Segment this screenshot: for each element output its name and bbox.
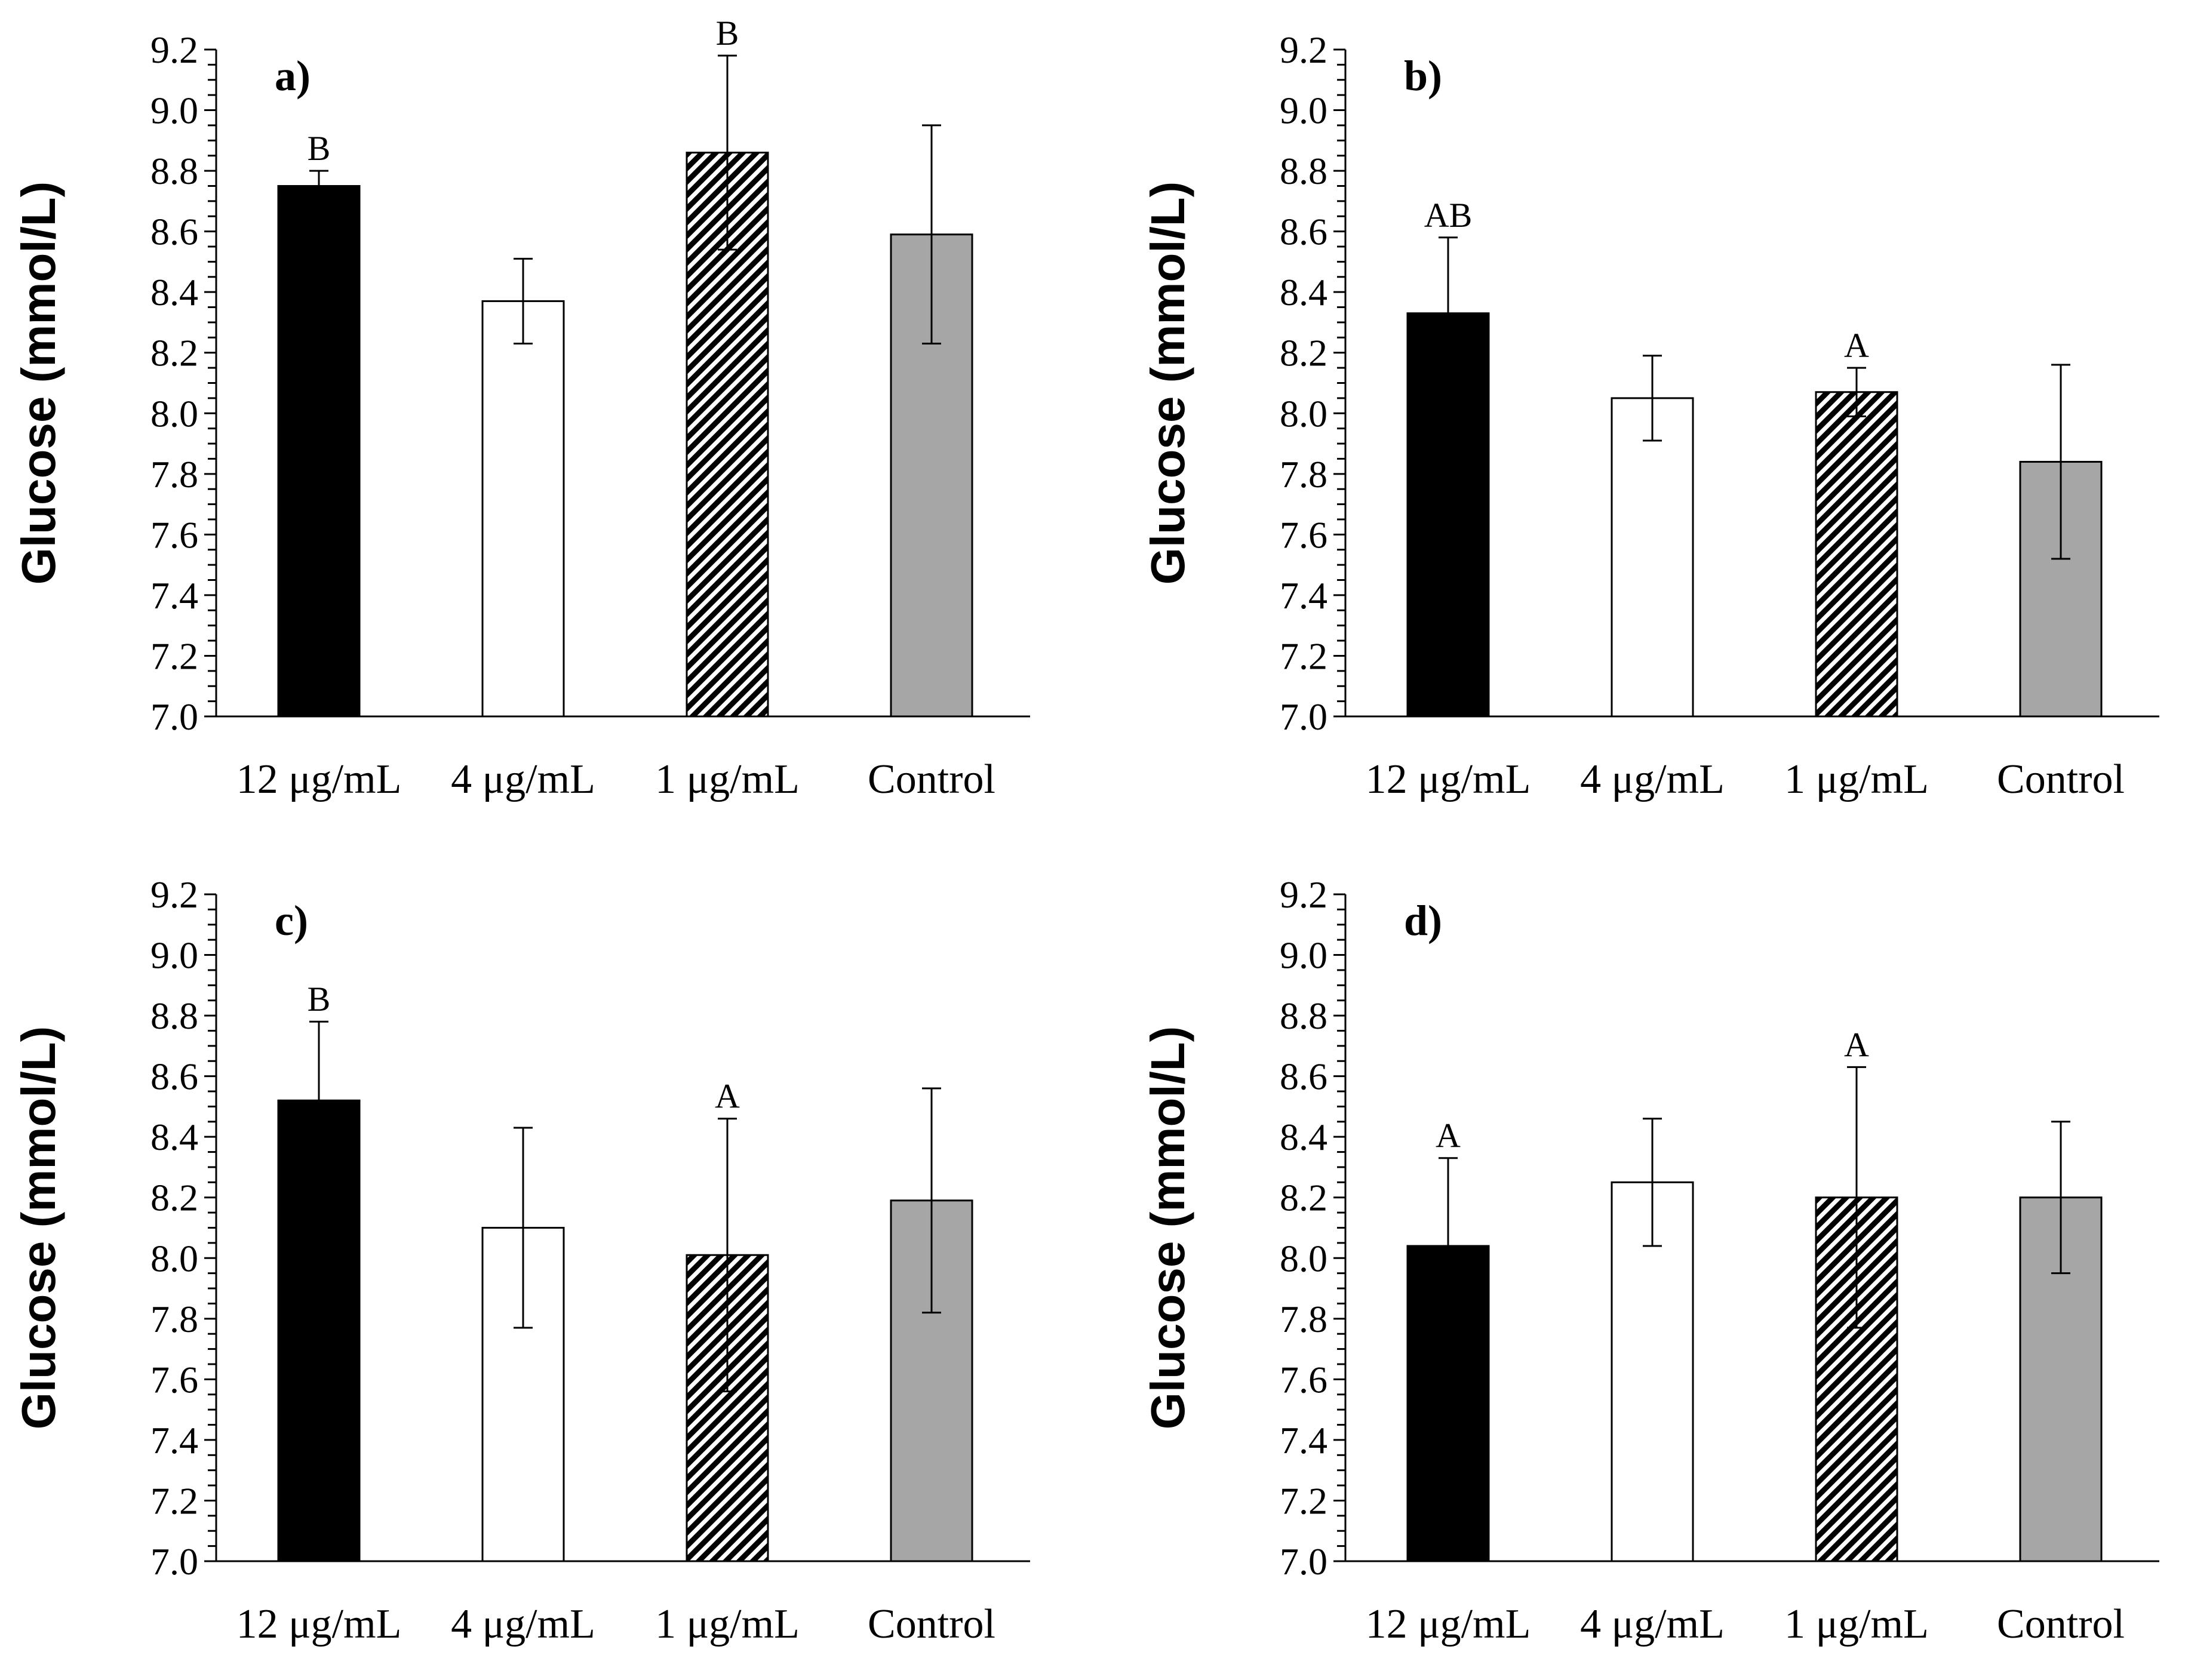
x-category-label: 4 μg/mL bbox=[451, 756, 595, 802]
y-axis-title: Glucose (mmol/L) bbox=[12, 1026, 65, 1430]
x-category-label: Control bbox=[868, 756, 995, 802]
significance-label: B bbox=[716, 14, 739, 53]
y-tick-label: 7.6 bbox=[150, 1358, 198, 1401]
y-tick-label: 8.4 bbox=[1280, 271, 1327, 313]
x-category-label: 12 μg/mL bbox=[1366, 756, 1531, 802]
panel-a: 7.0 7.2 7.4 7.6 7.8 8.0 8.2 8.4 8.6 8.8 9.0 9.2 Gluc… bbox=[12, 14, 1030, 802]
bar-1 bbox=[277, 184, 361, 718]
y-tick-label: 8.4 bbox=[150, 1116, 198, 1158]
panel-b: 7.0 7.2 7.4 7.6 7.8 8.0 8.2 8.4 8.6 8.8 9.0 9.2 Gluc… bbox=[1141, 29, 2159, 802]
significance-label: B bbox=[308, 980, 331, 1019]
y-tick-label: 7.0 bbox=[150, 696, 198, 738]
significance-label: A bbox=[1436, 1116, 1461, 1155]
x-category-label: Control bbox=[868, 1601, 995, 1647]
y-tick-label: 9.2 bbox=[150, 29, 198, 71]
y-tick-label: 7.6 bbox=[1280, 513, 1327, 556]
panel-label: b) bbox=[1404, 52, 1442, 100]
bar-2 bbox=[481, 300, 565, 718]
y-tick-label: 8.2 bbox=[1280, 332, 1327, 374]
y-tick-label: 7.6 bbox=[1280, 1358, 1327, 1401]
x-category-label: 1 μg/mL bbox=[1784, 756, 1929, 802]
x-category-label: 1 μg/mL bbox=[1784, 1601, 1929, 1647]
y-tick-label: 9.0 bbox=[1280, 934, 1327, 977]
y-tick-label: 8.0 bbox=[150, 1237, 198, 1279]
y-tick-label: 7.2 bbox=[1280, 1479, 1327, 1522]
y-tick-label: 7.8 bbox=[1280, 453, 1327, 496]
x-category-label: 12 μg/mL bbox=[1366, 1601, 1531, 1647]
y-axis-title: Glucose (mmol/L) bbox=[1141, 1026, 1194, 1430]
y-tick-label: 8.4 bbox=[150, 271, 198, 313]
y-tick-label: 7.8 bbox=[150, 1298, 198, 1340]
y-tick-label: 9.0 bbox=[1280, 90, 1327, 132]
x-category-label: Control bbox=[1997, 756, 2125, 802]
y-tick-label: 7.8 bbox=[150, 453, 198, 496]
y-tick-label: 7.2 bbox=[1280, 635, 1327, 677]
panel-d: 7.0 7.2 7.4 7.6 7.8 8.0 8.2 8.4 8.6 8.8 9.0 9.2 Gluc… bbox=[1141, 873, 2159, 1647]
y-tick-label: 9.2 bbox=[1280, 873, 1327, 916]
y-tick-label: 8.2 bbox=[150, 332, 198, 374]
y-tick-label: 8.0 bbox=[1280, 1237, 1327, 1279]
y-tick-label: 7.0 bbox=[150, 1540, 198, 1583]
x-category-label: 12 μg/mL bbox=[236, 756, 402, 802]
y-tick-label: 9.2 bbox=[150, 873, 198, 916]
y-tick-label: 8.8 bbox=[1280, 995, 1327, 1037]
panel-label: c) bbox=[275, 897, 308, 944]
y-tick-label: 7.6 bbox=[150, 513, 198, 556]
y-tick-label: 7.2 bbox=[150, 1479, 198, 1522]
y-tick-label: 9.2 bbox=[1280, 29, 1327, 71]
y-tick-label: 7.0 bbox=[1280, 1540, 1327, 1583]
panel-c: 7.0 7.2 7.4 7.6 7.8 8.0 8.2 8.4 8.6 8.8 9.0 9.2 Gluc… bbox=[12, 873, 1030, 1647]
x-category-label: 4 μg/mL bbox=[1580, 1601, 1725, 1647]
y-tick-label: 7.8 bbox=[1280, 1298, 1327, 1340]
significance-label: B bbox=[308, 129, 331, 168]
y-tick-label: 8.6 bbox=[1280, 1056, 1327, 1098]
y-tick-label: 7.4 bbox=[1280, 1419, 1327, 1461]
x-category-label: 1 μg/mL bbox=[655, 756, 800, 802]
significance-label: A bbox=[1844, 1025, 1869, 1064]
y-tick-label: 7.0 bbox=[1280, 696, 1327, 738]
y-tick-label: 7.4 bbox=[1280, 574, 1327, 617]
y-axis-title: Glucose (mmol/L) bbox=[1141, 181, 1194, 585]
x-category-label: 1 μg/mL bbox=[655, 1601, 800, 1647]
significance-label: AB bbox=[1424, 196, 1473, 235]
y-tick-label: 8.0 bbox=[150, 392, 198, 435]
y-tick-label: 8.6 bbox=[1280, 211, 1327, 253]
y-tick-label: 8.8 bbox=[150, 995, 198, 1037]
y-axis-title: Glucose (mmol/L) bbox=[12, 181, 65, 585]
y-tick-label: 8.6 bbox=[150, 1056, 198, 1098]
panel-label: a) bbox=[275, 52, 311, 100]
y-tick-label: 8.0 bbox=[1280, 392, 1327, 435]
y-tick-label: 9.0 bbox=[150, 90, 198, 132]
bar-2 bbox=[1611, 397, 1694, 718]
significance-label: A bbox=[715, 1077, 740, 1116]
y-tick-label: 7.4 bbox=[150, 574, 198, 617]
y-tick-label: 8.2 bbox=[150, 1177, 198, 1219]
y-tick-label: 8.8 bbox=[1280, 150, 1327, 192]
y-tick-label: 7.4 bbox=[150, 1419, 198, 1461]
y-tick-label: 7.2 bbox=[150, 635, 198, 677]
x-category-label: 4 μg/mL bbox=[1580, 756, 1725, 802]
panel-label: d) bbox=[1404, 897, 1442, 944]
y-tick-label: 8.8 bbox=[150, 150, 198, 192]
y-tick-label: 8.2 bbox=[1280, 1177, 1327, 1219]
significance-label: A bbox=[1844, 326, 1869, 365]
y-tick-label: 8.6 bbox=[150, 211, 198, 253]
y-tick-label: 8.4 bbox=[1280, 1116, 1327, 1158]
y-tick-label: 9.0 bbox=[150, 934, 198, 977]
x-category-label: 4 μg/mL bbox=[451, 1601, 595, 1647]
x-category-label: 12 μg/mL bbox=[236, 1601, 402, 1647]
x-category-label: Control bbox=[1997, 1601, 2125, 1647]
bar-3 bbox=[1815, 391, 1898, 718]
